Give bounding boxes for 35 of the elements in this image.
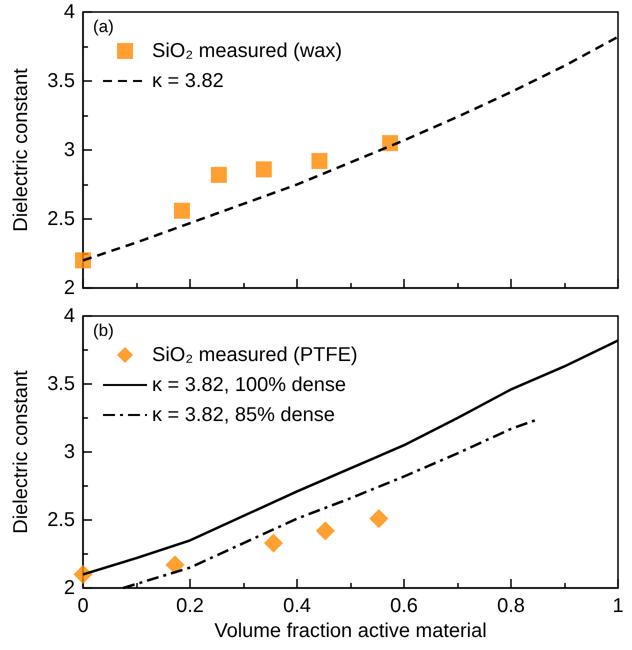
x-tick-label: 1 xyxy=(612,595,624,617)
x-tick-label: 0.8 xyxy=(497,595,525,617)
y-tick-label: 4 xyxy=(64,1,75,23)
y-tick-label: 3 xyxy=(64,441,75,463)
annotation: (a) xyxy=(93,17,114,36)
point xyxy=(316,521,335,540)
point xyxy=(256,161,272,178)
legend-label: SiO₂ measured (PTFE) xyxy=(152,344,358,366)
legend-label: κ = 3.82 xyxy=(152,70,224,92)
x-tick-label: 0 xyxy=(77,595,89,617)
y-tick-label: 2 xyxy=(64,577,75,599)
x-tick-label: 0.4 xyxy=(283,595,311,617)
legend-label: κ = 3.82, 85% dense xyxy=(152,404,335,426)
annotation: (b) xyxy=(93,321,114,340)
point xyxy=(264,534,283,553)
point xyxy=(311,153,328,170)
y-tick-label: 4 xyxy=(64,305,75,327)
point xyxy=(75,252,91,268)
y-axis-title: Dielectric constant xyxy=(10,68,32,232)
y-tick-label: 2.5 xyxy=(47,208,75,230)
point xyxy=(174,202,190,219)
x-tick-label: 0.6 xyxy=(390,595,418,617)
point xyxy=(166,555,185,574)
y-axis-title: Dielectric constant xyxy=(10,370,32,534)
y-tick-label: 3 xyxy=(64,139,75,161)
point xyxy=(369,509,388,528)
y-tick-label: 3.5 xyxy=(47,70,75,92)
legend-label: κ = 3.82, 100% dense xyxy=(152,374,346,396)
x-tick-label: 0.2 xyxy=(176,595,204,617)
y-tick-label: 2 xyxy=(64,277,75,299)
point xyxy=(210,166,227,183)
y-tick-label: 2.5 xyxy=(47,509,75,531)
x-axis-title: Volume fraction active material xyxy=(214,620,487,642)
legend-label: SiO₂ measured (wax) xyxy=(152,40,342,62)
y-tick-label: 3.5 xyxy=(47,373,75,395)
